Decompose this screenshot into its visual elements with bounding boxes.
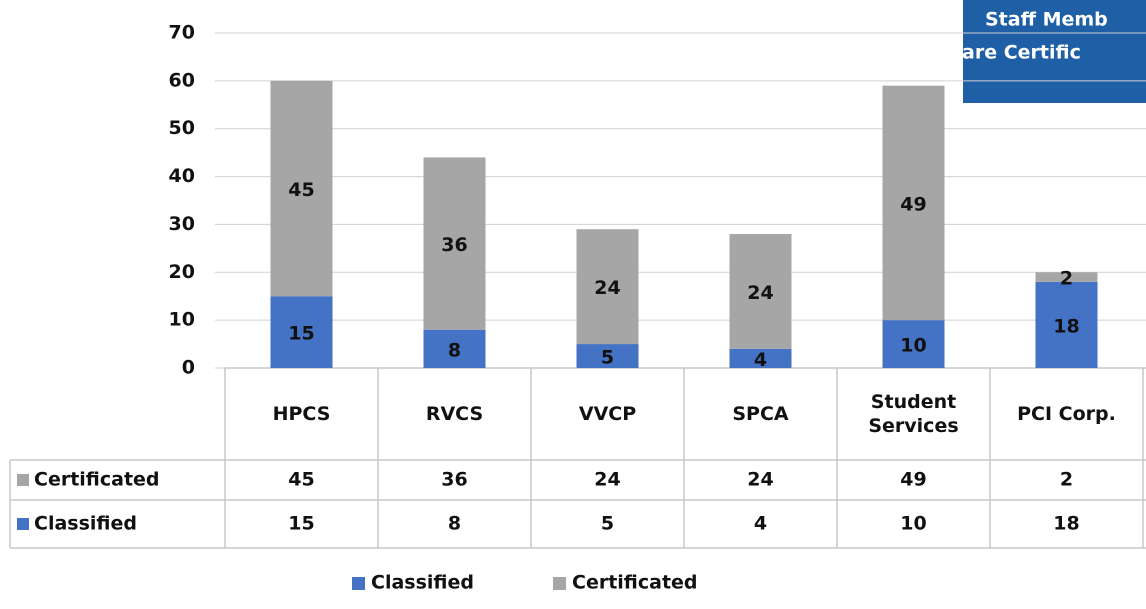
x-tick-label: HPCS xyxy=(272,403,331,425)
table-cell: 10 xyxy=(900,513,926,535)
table-cell: 8 xyxy=(448,513,461,535)
table-cell: 2 xyxy=(1060,469,1073,491)
bar-segment xyxy=(423,329,486,368)
x-tick-label: PCI Corp. xyxy=(1017,403,1116,425)
x-tick-label: RVCS xyxy=(425,403,484,425)
bar-segment xyxy=(423,157,486,330)
y-tick-label: 10 xyxy=(169,309,195,331)
data-label: 24 xyxy=(747,282,773,304)
data-label: 24 xyxy=(594,277,620,299)
bar-segment xyxy=(729,234,792,349)
data-label: 4 xyxy=(754,349,767,371)
bar-segment xyxy=(576,344,639,368)
bar-segment xyxy=(1035,272,1098,282)
legend-key xyxy=(17,474,29,486)
y-tick-label: 30 xyxy=(169,213,195,235)
data-label: 36 xyxy=(441,234,467,256)
y-tick-label: 70 xyxy=(169,22,195,44)
table-cell: 4 xyxy=(754,513,767,535)
data-label: 18 xyxy=(1053,315,1079,337)
y-tick-label: 60 xyxy=(169,69,195,91)
bar-segment xyxy=(1035,281,1098,368)
legend-label: Certificated xyxy=(572,572,698,594)
table-cell: 24 xyxy=(747,469,773,491)
bar-segment xyxy=(576,229,639,345)
table-cell: 15 xyxy=(288,513,314,535)
table-cell: 24 xyxy=(594,469,620,491)
table-cell: 45 xyxy=(288,469,314,491)
row-label: Classified xyxy=(34,513,137,535)
bar-segment xyxy=(882,320,945,368)
data-label: 5 xyxy=(601,347,614,369)
y-tick-label: 40 xyxy=(169,165,195,187)
legend-key xyxy=(17,518,29,530)
table-cell: 18 xyxy=(1053,513,1079,535)
annotation-line: are Certific xyxy=(962,42,1081,64)
row-label: Certificated xyxy=(34,469,160,491)
y-tick-label: 0 xyxy=(182,357,195,379)
legend-label: Classified xyxy=(371,572,474,594)
data-label: 2 xyxy=(1060,268,1073,290)
y-tick-label: 50 xyxy=(169,117,195,139)
annotation-line: Staff Memb xyxy=(985,9,1108,31)
table-cell: 49 xyxy=(900,469,926,491)
data-label: 49 xyxy=(900,193,926,215)
y-tick-label: 20 xyxy=(169,261,195,283)
data-label: 15 xyxy=(288,323,314,345)
x-tick-label: SPCA xyxy=(732,403,789,425)
legend-key xyxy=(553,577,566,590)
data-label: 8 xyxy=(448,339,461,361)
x-tick-label: Student Services xyxy=(868,391,959,437)
bar-segment xyxy=(729,348,792,368)
x-tick-label: VVCP xyxy=(578,403,637,425)
bar-segment xyxy=(882,85,945,321)
legend-key xyxy=(352,577,365,590)
bar-segment xyxy=(270,80,333,297)
data-label: 45 xyxy=(288,179,314,201)
bar-segment xyxy=(270,296,333,368)
table-cell: 5 xyxy=(601,513,614,535)
data-label: 10 xyxy=(900,335,926,357)
table-cell: 36 xyxy=(441,469,467,491)
annotation-box xyxy=(963,0,1146,103)
